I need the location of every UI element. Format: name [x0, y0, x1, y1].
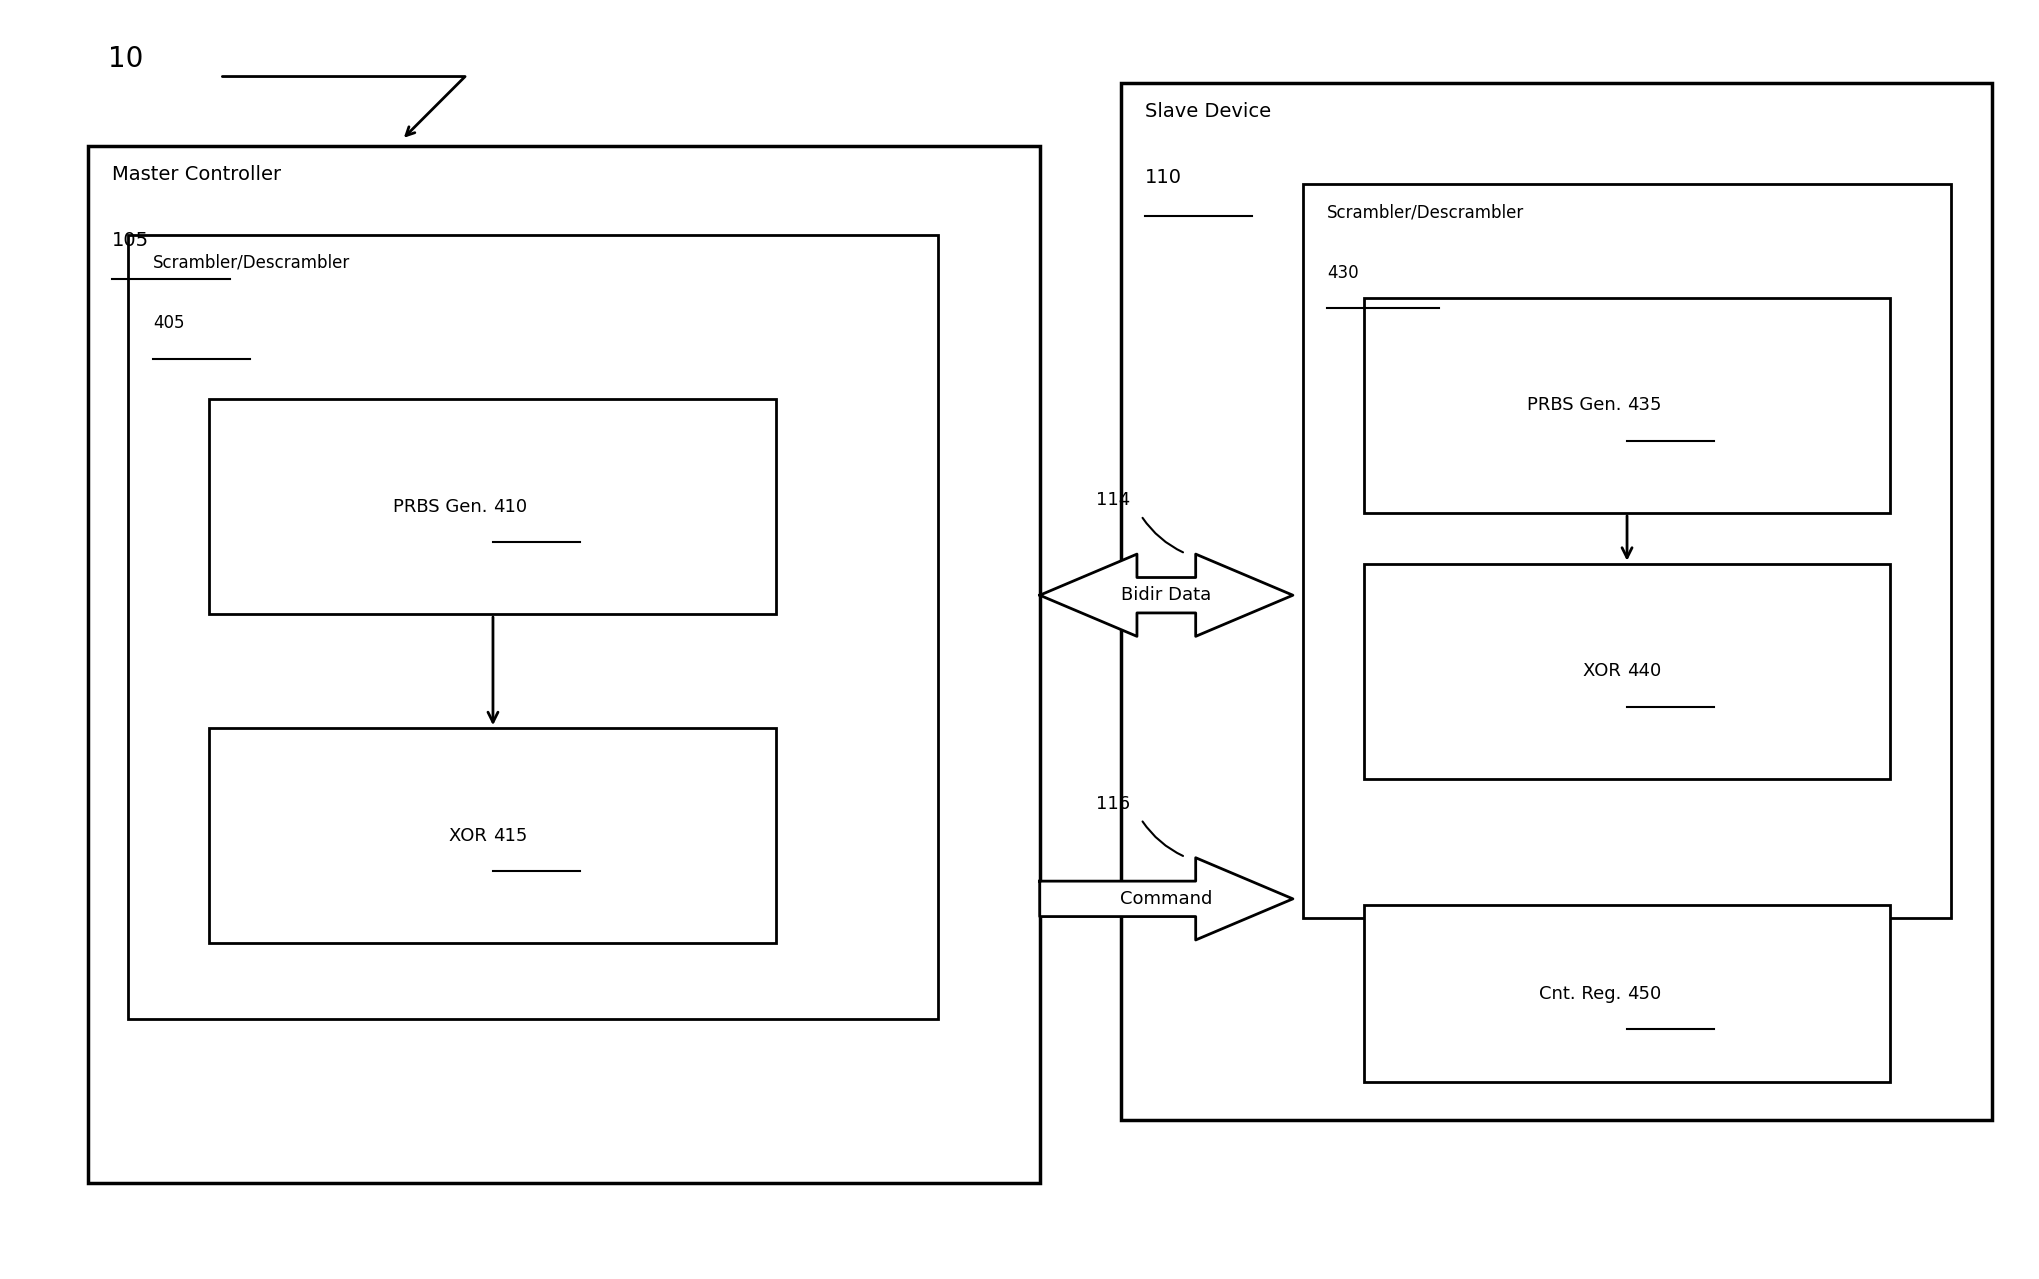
Text: 440: 440 [1627, 663, 1662, 680]
Text: Bidir Data: Bidir Data [1121, 586, 1211, 604]
Text: Scrambler/Descrambler: Scrambler/Descrambler [1327, 203, 1525, 221]
Text: 105: 105 [112, 231, 149, 249]
FancyBboxPatch shape [1364, 906, 1890, 1082]
Text: PRBS Gen.: PRBS Gen. [1527, 396, 1627, 414]
Text: XOR: XOR [449, 826, 493, 844]
Text: 410: 410 [493, 498, 528, 515]
FancyBboxPatch shape [1364, 564, 1890, 779]
Text: Command: Command [1119, 890, 1213, 908]
Text: 450: 450 [1627, 985, 1662, 1003]
Text: 435: 435 [1627, 396, 1662, 414]
FancyBboxPatch shape [210, 728, 777, 943]
Text: 114: 114 [1097, 491, 1132, 509]
Polygon shape [1040, 554, 1293, 637]
Text: PRBS Gen.: PRBS Gen. [394, 498, 493, 515]
Text: Master Controller: Master Controller [112, 165, 281, 184]
Text: 110: 110 [1146, 168, 1183, 187]
FancyBboxPatch shape [128, 234, 938, 1019]
Text: 415: 415 [493, 826, 528, 844]
FancyBboxPatch shape [1303, 184, 1951, 918]
Text: Scrambler/Descrambler: Scrambler/Descrambler [153, 253, 351, 271]
FancyBboxPatch shape [1121, 83, 1992, 1120]
Text: Cnt. Reg.: Cnt. Reg. [1539, 985, 1627, 1003]
Text: Slave Device: Slave Device [1146, 102, 1270, 120]
FancyBboxPatch shape [88, 146, 1040, 1183]
FancyBboxPatch shape [1364, 298, 1890, 513]
Text: XOR: XOR [1584, 663, 1627, 680]
Text: 10: 10 [108, 45, 143, 73]
Text: 430: 430 [1327, 263, 1358, 281]
Polygon shape [1040, 858, 1293, 940]
Text: 116: 116 [1097, 794, 1130, 813]
FancyBboxPatch shape [210, 399, 777, 614]
Text: 405: 405 [153, 315, 184, 333]
